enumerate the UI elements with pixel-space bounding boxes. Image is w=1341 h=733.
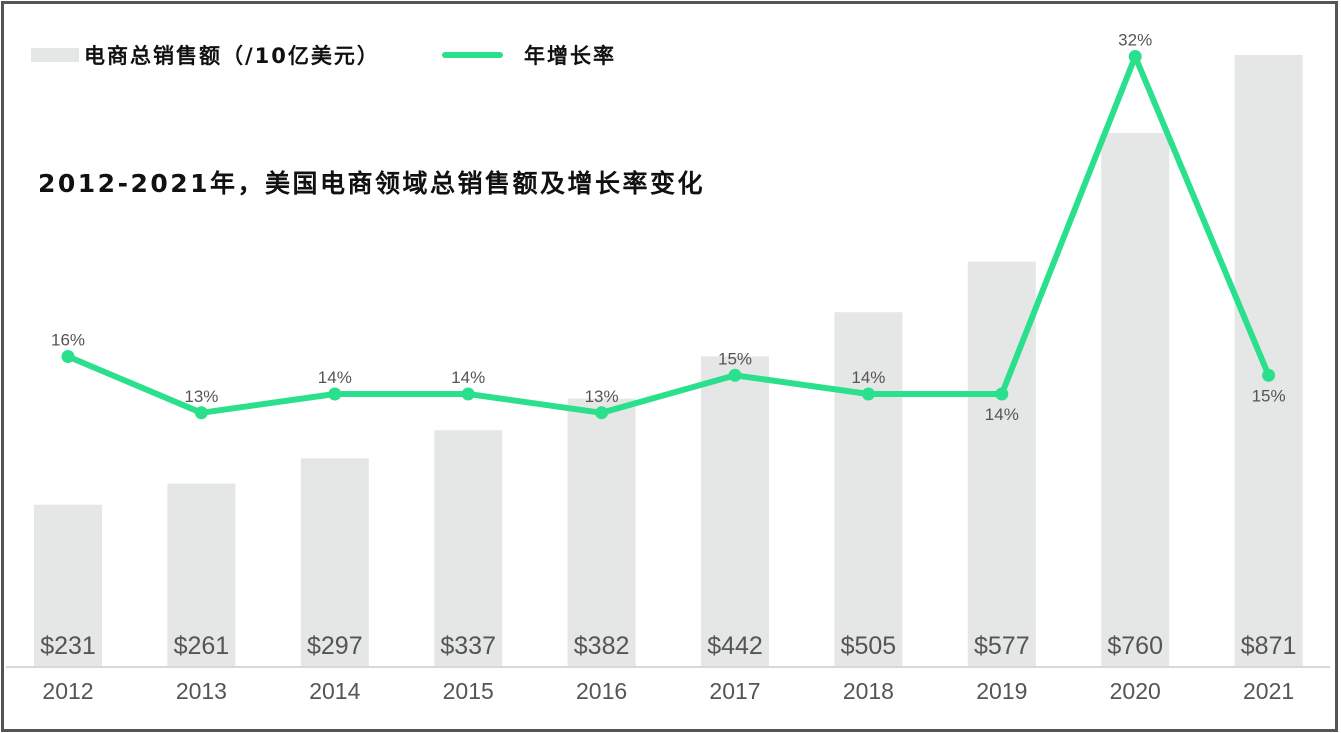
bars-group xyxy=(34,55,1303,667)
bar-value-label-2013: $261 xyxy=(174,632,230,660)
bar-labels-group: $231 $261 $297 $337 $382 $442 $505 $577 $760 $871 xyxy=(40,632,1296,660)
bar-2012 xyxy=(34,504,102,667)
growth-point-2018 xyxy=(861,387,875,401)
x-tick-2017: 2017 xyxy=(709,678,760,704)
x-tick-2014: 2014 xyxy=(309,678,360,704)
growth-label-2021: 15% xyxy=(1252,386,1286,405)
x-tick-2018: 2018 xyxy=(843,678,894,704)
growth-point-2014 xyxy=(328,387,342,401)
growth-point-2020 xyxy=(1128,50,1142,63)
x-tick-2015: 2015 xyxy=(443,678,494,704)
growth-points-group xyxy=(61,50,1276,420)
bar-value-label-2016: $382 xyxy=(574,632,630,660)
growth-point-2021 xyxy=(1262,368,1276,382)
growth-point-2019 xyxy=(995,387,1009,401)
growth-point-2012 xyxy=(61,350,75,363)
x-tick-2020: 2020 xyxy=(1110,678,1161,704)
bar-2014 xyxy=(300,458,369,667)
growth-label-2016: 13% xyxy=(585,387,619,406)
bar-value-label-2017: $442 xyxy=(707,632,763,660)
legend-bar-swatch xyxy=(31,48,79,62)
legend-bar-label: 电商总销售额（/10亿美元） xyxy=(84,44,380,68)
bar-2021 xyxy=(1234,55,1303,667)
chart-title: 2012-2021年，美国电商领域总销售额及增长率变化 xyxy=(38,169,705,198)
growth-label-2014: 14% xyxy=(318,368,352,387)
x-tick-2013: 2013 xyxy=(176,678,227,704)
bar-value-label-2015: $337 xyxy=(440,632,496,660)
growth-rate-line xyxy=(65,53,1272,416)
bar-value-label-2020: $760 xyxy=(1107,632,1163,660)
growth-point-2016 xyxy=(595,406,609,420)
x-tick-2021: 2021 xyxy=(1243,678,1294,704)
growth-label-2020: 32% xyxy=(1118,31,1152,50)
bar-value-label-2021: $871 xyxy=(1241,632,1297,660)
x-ticks-group: 2012 2013 2014 2015 2016 2017 2018 2019 2020 2021 xyxy=(42,678,1294,704)
bar-value-label-2012: $231 xyxy=(40,632,96,660)
growth-label-2013: 13% xyxy=(184,387,218,406)
bar-2018 xyxy=(834,312,903,667)
growth-label-2012: 16% xyxy=(51,331,85,350)
bar-2019 xyxy=(967,261,1036,667)
growth-label-2019: 14% xyxy=(985,405,1019,424)
bar-value-label-2019: $577 xyxy=(974,632,1030,660)
growth-label-2017: 15% xyxy=(718,349,752,368)
bar-2017 xyxy=(701,356,769,667)
growth-point-2015 xyxy=(461,387,475,401)
x-tick-2012: 2012 xyxy=(42,678,93,704)
bar-value-label-2014: $297 xyxy=(307,632,363,660)
x-tick-2019: 2019 xyxy=(976,678,1027,704)
growth-labels-group: 16% 13% 14% 14% 13% 15% 14% 14% 32% 15% xyxy=(51,31,1286,425)
growth-point-2013 xyxy=(194,406,208,420)
bar-2013 xyxy=(167,483,236,667)
bar-2020 xyxy=(1101,133,1170,667)
bar-2016 xyxy=(567,398,636,667)
bar-2015 xyxy=(434,430,503,667)
growth-point-2017 xyxy=(728,368,742,382)
growth-label-2015: 14% xyxy=(451,368,485,387)
legend-line-label: 年增长率 xyxy=(524,44,616,68)
x-tick-2016: 2016 xyxy=(576,678,627,704)
growth-label-2018: 14% xyxy=(851,368,885,387)
bar-value-label-2018: $505 xyxy=(841,632,897,660)
